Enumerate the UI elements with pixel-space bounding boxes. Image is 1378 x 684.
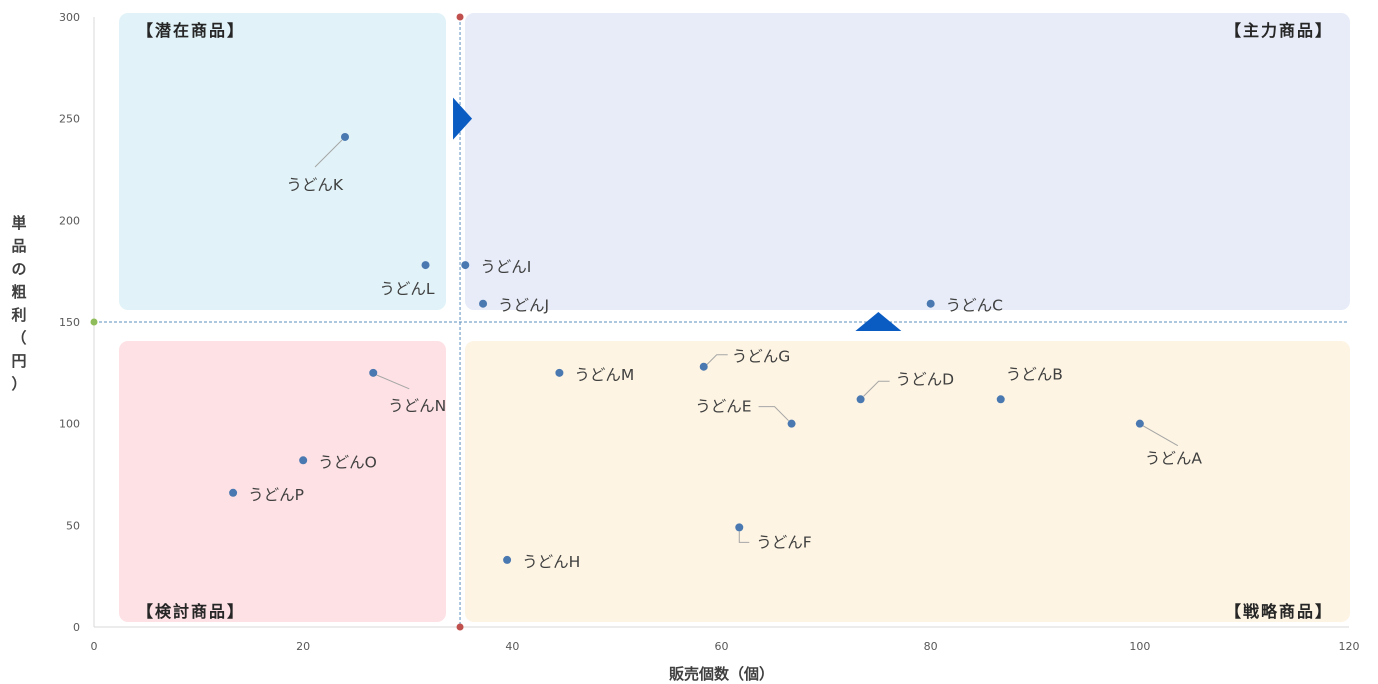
data-label--m: うどんM <box>574 366 634 384</box>
data-label--d: うどんD <box>896 370 955 388</box>
data-point--d <box>856 395 865 404</box>
y-tick-label: 150 <box>59 316 80 329</box>
data-label--e: うどんE <box>695 398 751 416</box>
y-tick-label: 0 <box>73 621 80 634</box>
leader-line--k <box>314 139 343 168</box>
threshold-layer <box>90 13 1349 631</box>
x-tick-label: 120 <box>1339 640 1360 653</box>
x-tick-label: 80 <box>924 640 938 653</box>
y-axis-title-char: 単 <box>11 214 26 232</box>
data-point--h <box>503 555 512 564</box>
leader-line--a <box>1142 425 1179 447</box>
y-axis-title-char: 利 <box>11 306 26 324</box>
data-point--c <box>926 299 935 308</box>
y-axis-title-char: （ <box>11 329 26 347</box>
data-label--l: うどんL <box>379 280 435 298</box>
data-point--e <box>787 419 796 428</box>
data-label--p: うどんP <box>248 486 304 504</box>
data-label--g: うどんG <box>732 348 791 366</box>
arrow-up-icon <box>855 312 902 331</box>
data-label--o: うどんO <box>318 453 377 471</box>
data-point--j <box>479 299 488 308</box>
data-label--f: うどんF <box>756 533 812 551</box>
leader-line--e <box>758 406 789 422</box>
y-axis-title-char: 品 <box>11 237 26 255</box>
label-layer: うどんA うどんB うどんC うどんD うどんE うどんF うどんG うどんH うどんI うどんJ… <box>248 176 1202 571</box>
quadrant-review-label: 【検討商品】 <box>137 602 245 621</box>
x-axis-title: 販売個数（個） <box>669 665 774 683</box>
arrow-right-icon <box>453 97 473 140</box>
leader-line-layer <box>314 139 1179 543</box>
data-point--g <box>699 362 708 371</box>
data-point--o <box>299 456 308 465</box>
data-label--h: うどんH <box>522 553 580 571</box>
leader-line--d <box>863 380 890 397</box>
tick-layer: 0 20 40 60 80 100 120 0 50 100 150 200 250 300 <box>59 11 1360 653</box>
x-tick-label: 60 <box>715 640 729 653</box>
leader-line--n <box>376 374 410 390</box>
y-axis-title-char: の <box>11 260 26 278</box>
y-axis-title: 単品の粗利 （ 円 ） <box>11 214 26 393</box>
quadrant-strategic-background <box>465 341 1350 622</box>
quadrant-main-label: 【主力商品】 <box>1225 21 1333 40</box>
data-point--k <box>341 132 349 141</box>
leader-line--g <box>706 354 728 366</box>
quadrant-latent-label: 【潜在商品】 <box>137 21 245 40</box>
y-axis-title-char: 円 <box>11 352 26 370</box>
y-axis-title-char: 粗 <box>11 283 26 301</box>
y-tick-label: 200 <box>59 214 80 227</box>
data-label--n: うどんN <box>388 397 446 415</box>
x-tick-label: 40 <box>505 640 519 653</box>
data-label--i: うどんI <box>480 258 531 276</box>
threshold-y-origin-marker <box>90 318 98 326</box>
y-tick-label: 100 <box>59 418 80 431</box>
quadrant-strategic-label: 【戦略商品】 <box>1225 602 1333 621</box>
quadrant-review-background <box>119 341 446 622</box>
threshold-x-bottom-marker <box>456 623 464 631</box>
x-tick-label: 0 <box>91 640 98 653</box>
y-axis-title-char: ） <box>11 375 26 393</box>
quadrant-main-background <box>465 13 1350 310</box>
data-point--a <box>1135 419 1144 428</box>
data-label--c: うどんC <box>946 297 1003 315</box>
data-label--b: うどんB <box>1006 365 1063 383</box>
x-tick-label: 20 <box>296 640 310 653</box>
x-tick-label: 100 <box>1129 640 1150 653</box>
data-point--m <box>555 368 564 377</box>
quadrant-layer: 【潜在商品】 【主力商品】【検討商品】 【戦略商品】 <box>119 13 1350 622</box>
data-label--a: うどんA <box>1145 450 1203 468</box>
data-point--p <box>229 488 238 497</box>
data-point--l <box>421 261 430 270</box>
leader-line--f <box>738 531 750 543</box>
data-point--f <box>735 523 744 532</box>
data-label--j: うどんJ <box>498 297 549 315</box>
data-point--n <box>369 368 378 377</box>
data-point--i <box>461 261 470 270</box>
y-tick-label: 250 <box>59 113 80 126</box>
data-label--k: うどんK <box>286 176 344 194</box>
quadrant-latent-background <box>119 13 446 310</box>
point-layer <box>229 132 1144 564</box>
threshold-x-top-marker <box>456 13 464 21</box>
y-tick-label: 300 <box>59 11 80 24</box>
data-point--b <box>996 395 1005 404</box>
y-tick-label: 50 <box>66 519 80 532</box>
